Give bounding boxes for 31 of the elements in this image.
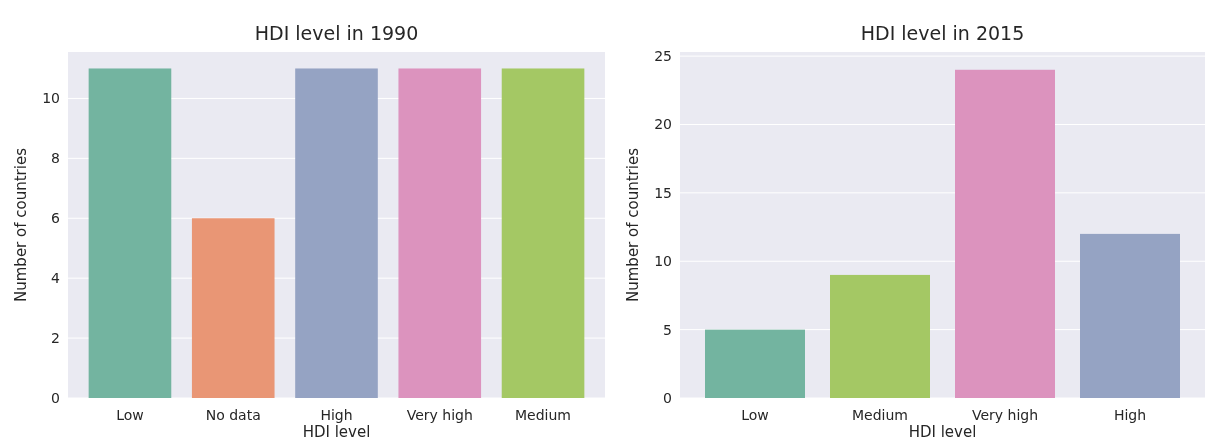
y-tick-label: 25: [654, 48, 672, 64]
y-tick-label: 6: [51, 210, 61, 227]
y-tick-label: 10: [654, 253, 672, 270]
y-tick-label: 2: [51, 329, 60, 346]
x-tick-label: Medium: [852, 407, 908, 423]
x-axis-title: HDI level: [908, 423, 977, 441]
y-tick-label: 0: [663, 389, 672, 406]
chart-title: HDI level in 1990: [254, 22, 419, 44]
x-tick-label: No data: [205, 407, 261, 423]
y-tick-label: 15: [654, 184, 672, 201]
x-tick-label: Low: [116, 407, 144, 423]
bar: [830, 274, 930, 398]
y-tick-label: 10: [42, 90, 60, 107]
x-tick-label: High: [1113, 407, 1147, 423]
x-tick-label: Low: [741, 407, 769, 423]
chart-title: HDI level in 2015: [860, 22, 1025, 44]
x-tick-label: Very high: [971, 407, 1039, 423]
y-tick-label: 8: [51, 150, 60, 167]
y-axis-title: Number of countries: [12, 147, 30, 302]
x-tick-label: Medium: [515, 407, 572, 423]
y-tick-label: 20: [654, 116, 672, 133]
y-tick-label: 5: [663, 321, 672, 338]
x-axis-title: HDI level: [302, 423, 371, 441]
x-tick-label: High: [320, 407, 353, 423]
y-tick-label: 0: [51, 389, 60, 406]
bar: [955, 69, 1055, 398]
y-tick-label: 4: [51, 270, 61, 287]
y-axis-title: Number of countries: [624, 147, 642, 302]
bar: [705, 329, 805, 398]
bar: [1080, 233, 1180, 398]
x-tick-label: Very high: [406, 407, 473, 423]
